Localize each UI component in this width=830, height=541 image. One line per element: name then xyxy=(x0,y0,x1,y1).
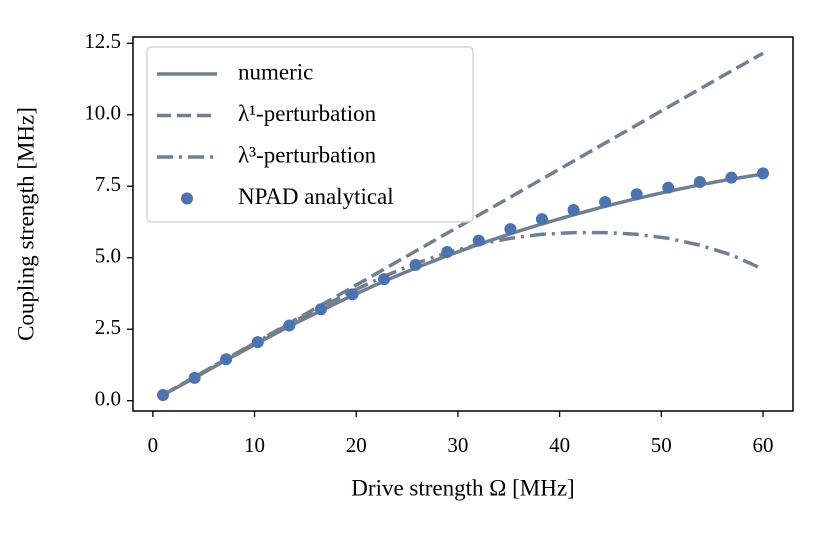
y-tick-label: 7.5 xyxy=(95,172,121,196)
data-point xyxy=(725,171,738,184)
x-tick-label: 0 xyxy=(148,433,159,457)
data-point xyxy=(504,223,517,236)
data-point xyxy=(630,188,643,201)
data-point xyxy=(378,273,391,286)
legend-label: NPAD analytical xyxy=(238,184,394,209)
legend-label: numeric xyxy=(238,59,313,84)
data-point xyxy=(693,175,706,188)
y-tick-label: 12.5 xyxy=(84,29,121,53)
data-point xyxy=(314,303,327,316)
data-point xyxy=(757,167,769,180)
plot-frame xyxy=(132,36,794,412)
series-line xyxy=(162,230,764,397)
data-point xyxy=(567,203,580,216)
legend-box xyxy=(146,46,474,223)
data-point xyxy=(188,371,201,384)
x-tick-label: 30 xyxy=(447,433,468,457)
data-point xyxy=(535,213,548,226)
y-tick-label: 0.0 xyxy=(95,387,121,411)
data-point xyxy=(409,258,422,271)
y-tick-label: 5.0 xyxy=(95,244,121,268)
data-point xyxy=(251,336,264,349)
legend-label: λ¹-perturbation xyxy=(238,101,377,126)
data-point xyxy=(441,246,454,259)
data-point xyxy=(157,388,169,401)
data-point xyxy=(662,181,675,194)
y-axis-label: Coupling strength [MHz] xyxy=(13,107,38,341)
y-tick-label: 10.0 xyxy=(84,101,121,125)
x-tick-label: 50 xyxy=(651,433,672,457)
data-point xyxy=(472,234,485,247)
data-point xyxy=(599,195,612,208)
x-tick-label: 10 xyxy=(244,433,265,457)
data-point xyxy=(283,319,296,332)
legend-label: λ³-perturbation xyxy=(238,142,377,167)
legend-marker xyxy=(181,192,193,205)
series-line xyxy=(162,51,764,397)
y-tick-label: 2.5 xyxy=(95,315,121,339)
x-tick-label: 20 xyxy=(346,433,367,457)
x-tick-label: 40 xyxy=(549,433,570,457)
x-tick-label: 60 xyxy=(753,433,774,457)
data-point xyxy=(346,288,359,301)
x-axis-label: Drive strength Ω [MHz] xyxy=(351,475,574,500)
data-point xyxy=(220,353,233,366)
